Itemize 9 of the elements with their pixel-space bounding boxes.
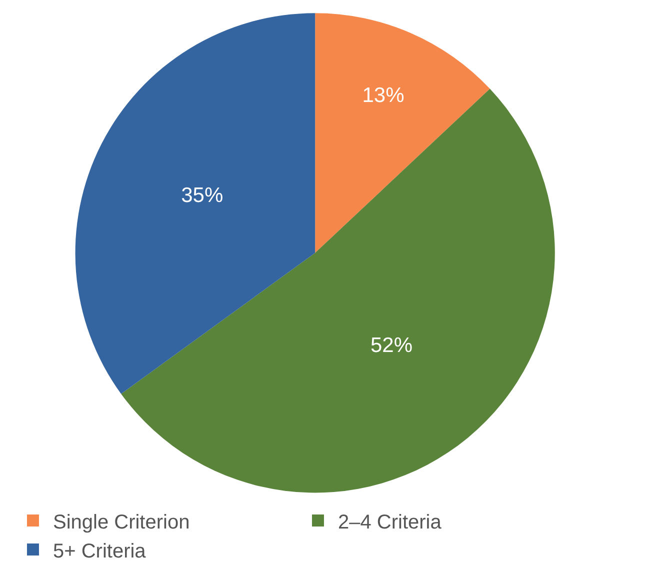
legend-label: Single Criterion <box>52 511 190 534</box>
pie-slice <box>75 13 316 394</box>
data-label: 13% <box>362 84 404 107</box>
data-label: 35% <box>181 184 224 207</box>
pie-slice <box>121 88 555 492</box>
legend-label: 2–4 Criteria <box>338 511 442 534</box>
legend-label: 5+ Criteria <box>52 540 147 562</box>
pie-slice <box>315 13 490 253</box>
data-label: 52% <box>370 334 413 357</box>
